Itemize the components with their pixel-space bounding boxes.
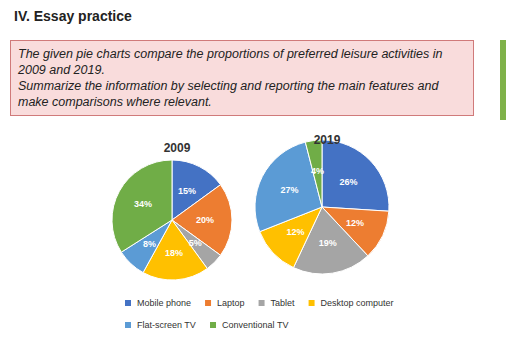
svg-text:4%: 4% (311, 166, 324, 176)
html-text:Summarize the information by s: Summarize the information by selecting a… (18, 79, 439, 109)
svg-text:Tablet: Tablet (271, 298, 296, 308)
svg-text:5%: 5% (189, 238, 202, 248)
svg-text:Laptop: Laptop (217, 298, 245, 308)
svg-text:15%: 15% (178, 186, 196, 196)
svg-text:Mobile phone: Mobile phone (137, 298, 191, 308)
svg-text:12%: 12% (346, 218, 364, 228)
svg-text:8%: 8% (143, 239, 156, 249)
svg-text:18%: 18% (165, 248, 183, 258)
html-text:The given pie charts compare t: The given pie charts compare the proport… (18, 47, 443, 77)
svg-text:20%: 20% (196, 215, 214, 225)
svg-text:27%: 27% (280, 185, 298, 195)
svg-text:12%: 12% (286, 227, 304, 237)
svg-text:2019: 2019 (314, 133, 341, 147)
svg-text:Conventional TV: Conventional TV (222, 320, 288, 330)
html-text:IV. Essay practice: IV. Essay practice (14, 8, 132, 24)
svg-text:34%: 34% (134, 199, 152, 209)
svg-text:Flat-screen TV: Flat-screen TV (137, 320, 196, 330)
svg-text:Desktop computer: Desktop computer (321, 298, 394, 308)
svg-text:2009: 2009 (164, 141, 191, 155)
svg-text:26%: 26% (340, 177, 358, 187)
svg-text:19%: 19% (319, 238, 337, 248)
